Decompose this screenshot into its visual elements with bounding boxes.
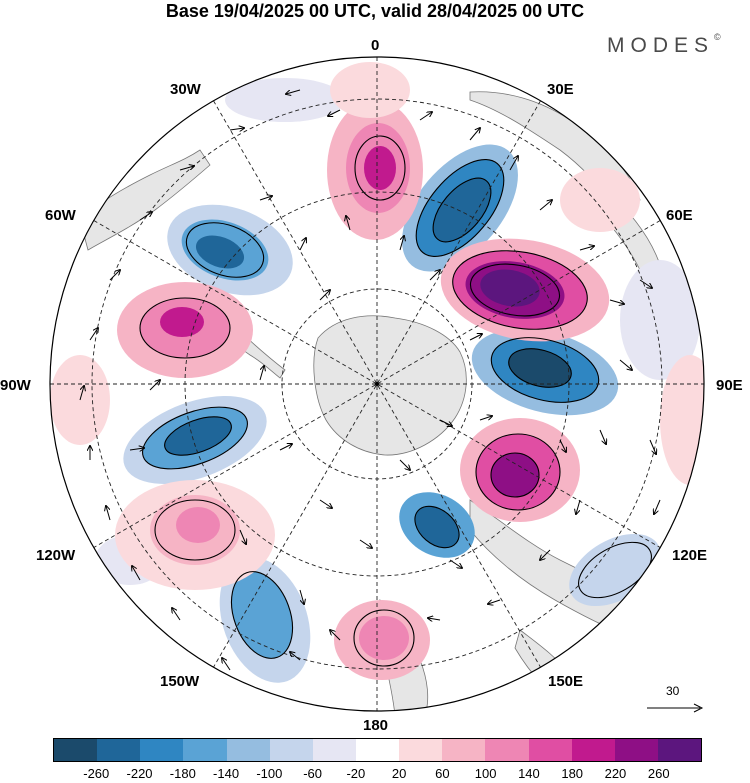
colorbar-tick-label: 60 (435, 766, 450, 781)
lon-label-180: 180 (363, 717, 389, 734)
colorbar-segment (485, 739, 529, 761)
vector-reference-arrow (647, 703, 704, 713)
lon-label-120e: 120E (672, 547, 708, 564)
colorbar-segment (269, 739, 313, 761)
lon-label-60w: 60W (45, 207, 76, 224)
lon-label-30e: 30E (547, 81, 574, 98)
lon-label-150w: 150W (160, 673, 200, 690)
colorbar-tick-label: -20 (346, 766, 366, 781)
vector-reference-label: 30 (666, 684, 680, 698)
negative-anomalies (95, 78, 700, 683)
wind-vectors (79, 89, 661, 671)
colorbar-tick-label: 180 (561, 766, 584, 781)
colorbar-tick-label: 140 (518, 766, 540, 781)
colorbar-segment (614, 739, 658, 761)
colorbar-segment (183, 739, 227, 761)
modes-logo: MODES© (607, 32, 721, 57)
lon-label-90e: 90E (716, 377, 743, 394)
lon-label-0: 0 (371, 37, 380, 54)
lon-label-60e: 60E (666, 207, 693, 224)
colorbar-segment (355, 739, 400, 761)
colorbar-tick-label: -180 (169, 766, 196, 781)
map-title: Base 19/04/2025 00 UTC, valid 28/04/2025… (165, 1, 585, 21)
colorbar-tick-label: -100 (256, 766, 283, 781)
colorbar-ticks: -260 -220 -180 -140 -100 -60 -20 20 60 100 140 180 2… (0, 766, 750, 782)
colorbar-segment (528, 739, 572, 761)
colorbar-segment (140, 739, 184, 761)
colorbar-tick-label: 220 (604, 766, 627, 781)
colorbar-segment (97, 739, 141, 761)
colorbar-tick-label: 260 (647, 766, 670, 781)
colorbar-tick-label: -140 (213, 766, 240, 781)
lon-label-120w: 120W (36, 547, 76, 564)
colorbar-segment (442, 739, 486, 761)
lon-label-30w: 30W (170, 81, 201, 98)
colorbar-tick-label: -220 (126, 766, 153, 781)
colorbar-segment (226, 739, 270, 761)
colorbar-segment (657, 739, 702, 761)
colorbar-tick-label: -60 (303, 766, 322, 781)
lon-label-150e: 150E (548, 673, 584, 690)
colorbar-tick-label: 20 (391, 766, 407, 781)
colorbar-segment (571, 739, 615, 761)
colorbar-segment (399, 739, 443, 761)
polar-map (49, 56, 705, 712)
map-boundary (49, 56, 705, 712)
pole-marker (375, 382, 379, 386)
colorbar (53, 738, 702, 762)
colorbar-segment (54, 739, 98, 761)
lon-label-90w: 90W (0, 377, 31, 394)
colorbar-segment (312, 739, 356, 761)
colorbar-tick-label: 100 (474, 766, 497, 781)
colorbar-tick-label: -260 (83, 766, 110, 781)
